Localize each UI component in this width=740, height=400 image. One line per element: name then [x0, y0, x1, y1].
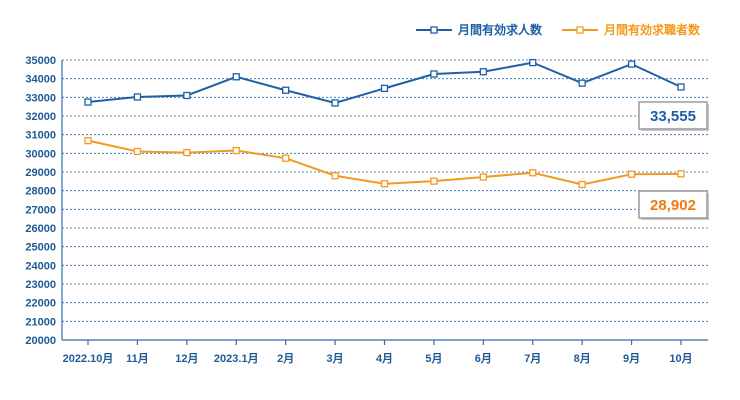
data-point [183, 148, 191, 157]
data-point [479, 68, 487, 76]
x-tick-label: 2月 [277, 352, 294, 365]
legend: 月間有効求人数 月間有効求職者数 [416, 22, 701, 37]
y-tick-label: 34000 [25, 74, 56, 86]
callout-value: 28,902 [650, 197, 696, 214]
x-tick-label: 5月 [425, 352, 442, 365]
data-point [578, 79, 586, 87]
legend-marker [576, 26, 584, 34]
callouts: 33,555 28,902 [638, 101, 709, 220]
data-point [627, 170, 636, 178]
data-point [380, 180, 389, 188]
y-tick-label: 29000 [25, 167, 56, 179]
x-tick-label: 12月 [175, 352, 198, 365]
data-point [529, 169, 537, 177]
y-tick-label: 24000 [25, 260, 56, 272]
y-axis-ticks: 35000 34000 33000 32000 31000 30000 29000 28000… [25, 55, 56, 347]
data-point [282, 86, 290, 94]
data-point [479, 173, 487, 181]
x-tick-label: 2023.1月 [214, 352, 259, 365]
data-point [282, 154, 290, 162]
x-tick-label: 6月 [475, 352, 492, 365]
series-line-1 [87, 139, 682, 186]
x-tick-label: 7月 [524, 352, 541, 365]
legend-label: 月間有効求職者数 [603, 22, 701, 37]
y-tick-label: 23000 [25, 279, 56, 291]
data-point [133, 93, 142, 101]
data-point [677, 170, 685, 178]
grid-lines [62, 59, 708, 322]
callout-value: 33,555 [650, 108, 696, 125]
data-point [430, 177, 438, 185]
data-point [529, 58, 537, 67]
y-tick-label: 25000 [25, 242, 56, 254]
y-tick-label: 31000 [25, 130, 56, 142]
legend-label: 月間有効求人数 [457, 22, 543, 37]
y-tick-label: 32000 [25, 111, 56, 123]
x-tick-label: 8月 [574, 352, 591, 365]
y-tick-label: 35000 [25, 55, 56, 67]
x-axis-ticks: 2022.10月 11月 12月 2023.1月 2月 3月 4月 5月 6月 7月 8月 9月 10月 [63, 340, 693, 365]
data-point [331, 172, 339, 180]
data-point [578, 180, 586, 189]
data-point [133, 147, 142, 156]
data-point [331, 99, 339, 107]
series-line-0 [87, 61, 682, 104]
x-tick-label: 2022.10月 [63, 352, 114, 365]
y-tick-label: 21000 [25, 316, 56, 328]
y-tick-label: 30000 [25, 148, 56, 160]
legend-marker [430, 26, 438, 34]
y-tick-label: 20000 [25, 335, 56, 347]
data-point [84, 98, 92, 106]
y-tick-label: 28000 [25, 186, 56, 198]
data-point [232, 146, 240, 155]
data-point [380, 84, 389, 93]
callout-box [638, 190, 708, 219]
series-layer [84, 58, 685, 189]
y-tick-label: 22000 [25, 298, 56, 310]
y-tick-label: 26000 [25, 223, 56, 235]
data-point [232, 73, 240, 81]
x-tick-label: 11月 [126, 352, 149, 365]
y-tick-label: 27000 [25, 204, 56, 216]
data-point [677, 83, 685, 91]
x-tick-label: 10月 [669, 352, 692, 365]
data-point [183, 91, 191, 100]
x-tick-label: 3月 [327, 352, 344, 365]
x-tick-label: 9月 [623, 352, 640, 365]
callout-box [638, 101, 708, 130]
y-tick-label: 33000 [25, 92, 56, 104]
data-point [84, 136, 92, 145]
data-point [430, 70, 438, 78]
x-tick-label: 4月 [376, 352, 393, 365]
data-point [627, 60, 636, 68]
